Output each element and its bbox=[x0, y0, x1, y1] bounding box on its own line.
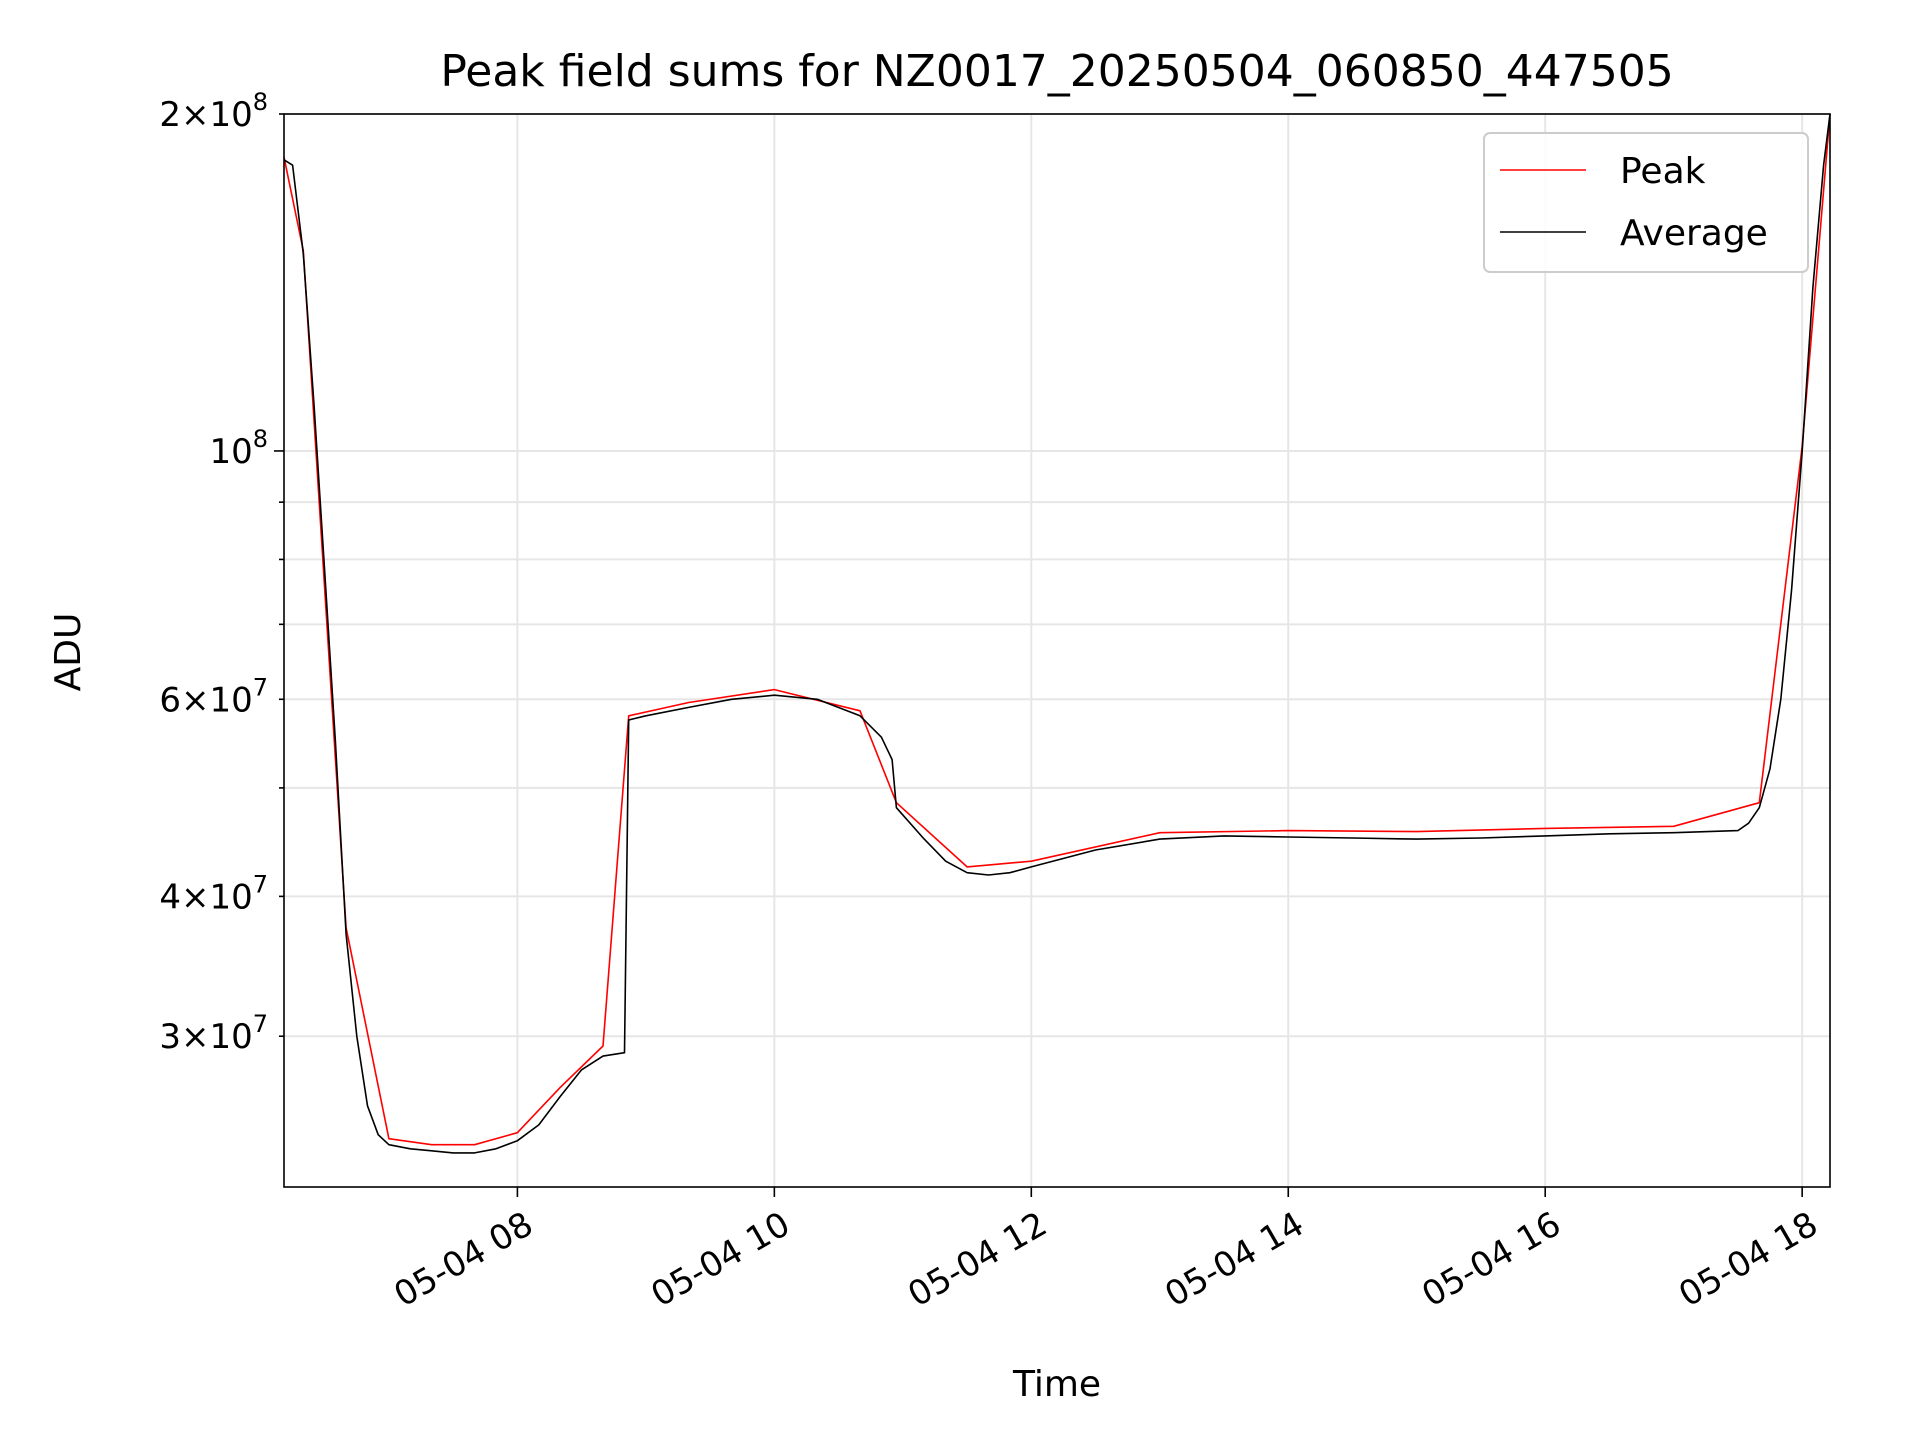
y-tick-label: 3×107 bbox=[159, 1010, 268, 1057]
y-tick-label-base: 3×10 bbox=[159, 1017, 252, 1057]
legend: Peak Average bbox=[1483, 132, 1809, 273]
y-tick-label-base: 6×10 bbox=[159, 680, 252, 720]
y-tick-label: 108 bbox=[209, 425, 268, 472]
y-tick-label-exponent: 7 bbox=[253, 673, 268, 701]
legend-peak-label: Peak bbox=[1620, 151, 1706, 192]
average-series-line bbox=[283, 113, 1831, 1154]
y-tick-label-base: 4×10 bbox=[159, 877, 252, 917]
y-tick-label: 6×107 bbox=[159, 673, 268, 720]
y-tick-label: 4×107 bbox=[159, 870, 268, 917]
y-tick-label-exponent: 7 bbox=[253, 870, 268, 898]
legend-average-label: Average bbox=[1620, 213, 1768, 254]
x-axis-label: Time bbox=[1012, 1364, 1101, 1405]
y-tick-label-exponent: 8 bbox=[253, 88, 268, 116]
y-tick-label-exponent: 8 bbox=[253, 425, 268, 453]
y-tick-label-base: 2×10 bbox=[159, 95, 252, 135]
peak-series-line bbox=[283, 113, 1831, 1146]
y-tick-label: 2×108 bbox=[159, 88, 268, 135]
y-tick-label-exponent: 7 bbox=[253, 1010, 268, 1038]
legend-box bbox=[1483, 132, 1809, 273]
y-axis-label: ADU bbox=[48, 613, 89, 692]
chart-title: Peak field sums for NZ0017_20250504_0608… bbox=[440, 46, 1673, 97]
series-layer bbox=[283, 113, 1831, 1154]
plot-frame bbox=[283, 113, 1831, 1188]
y-tick-label-base: 10 bbox=[209, 432, 252, 472]
